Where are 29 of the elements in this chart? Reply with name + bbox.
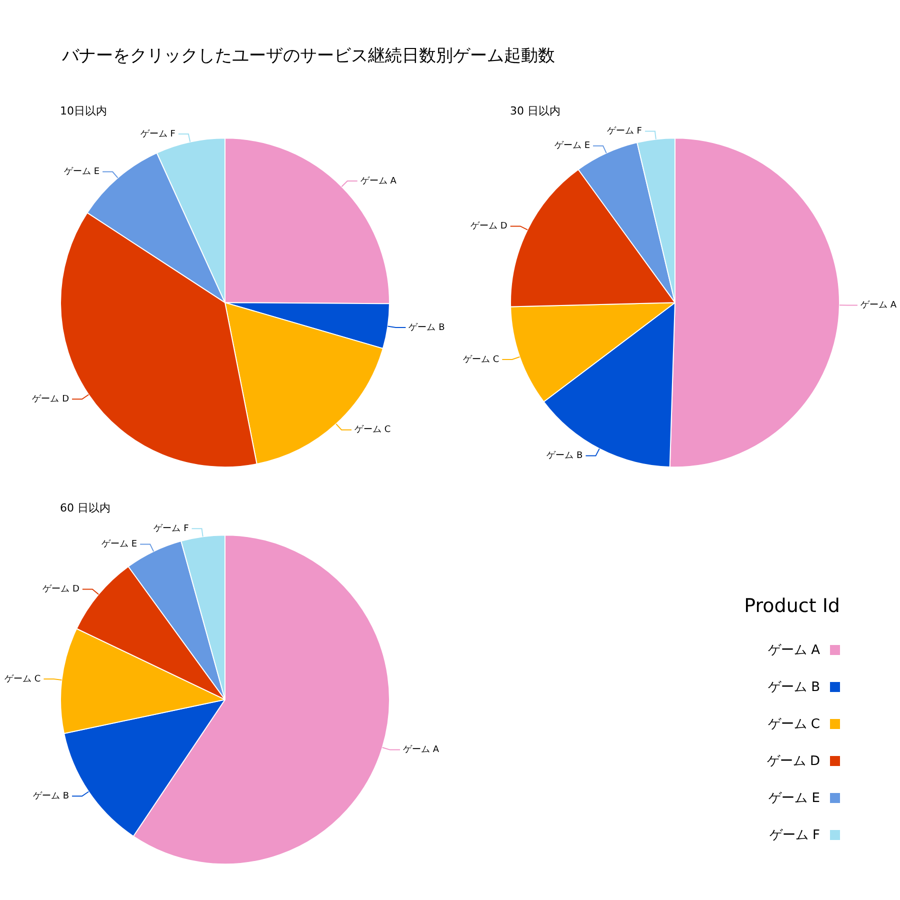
slice-label: ゲーム E <box>102 538 138 550</box>
legend-title: Product Id <box>743 595 840 617</box>
slice-label: ゲーム C <box>4 673 41 684</box>
slice-label: ゲーム F <box>154 523 189 534</box>
slice-label: ゲーム B <box>32 790 70 802</box>
slice-label: ゲーム E <box>554 140 590 152</box>
chart-title: バナーをクリックしたユーザのサービス継続日数別ゲーム起動数 <box>62 45 555 67</box>
legend-label: ゲーム F <box>769 826 820 844</box>
legend-label: ゲーム C <box>768 716 820 732</box>
slice-label: ゲーム D <box>470 220 508 232</box>
slice-label: ゲーム E <box>64 166 100 178</box>
slice-label: ゲーム A <box>360 175 398 186</box>
chart-title: 30 日以内 <box>510 104 560 118</box>
legend-label: ゲーム B <box>768 678 820 696</box>
slice-label: ゲーム F <box>606 126 642 137</box>
slice-label: ゲーム B <box>408 322 445 333</box>
legend-label: ゲーム A <box>768 642 820 658</box>
legend-label: ゲーム D <box>766 752 820 770</box>
slice-label: ゲーム F <box>140 128 176 140</box>
slice-label: ゲーム B <box>546 450 583 462</box>
slice-label: ゲーム C <box>463 354 500 365</box>
chart-subtitle: 10日以内 <box>60 104 107 118</box>
slice-label: ゲーム D <box>42 584 80 595</box>
slice-label: ゲーム A <box>860 300 898 311</box>
slice-label: ゲーム A <box>403 744 440 756</box>
slice-label: ゲーム C <box>354 424 391 436</box>
slice-label: ゲーム D <box>32 393 70 404</box>
chart-title: 60 日以内 <box>60 501 110 514</box>
legend-label: ゲーム E <box>768 790 820 806</box>
